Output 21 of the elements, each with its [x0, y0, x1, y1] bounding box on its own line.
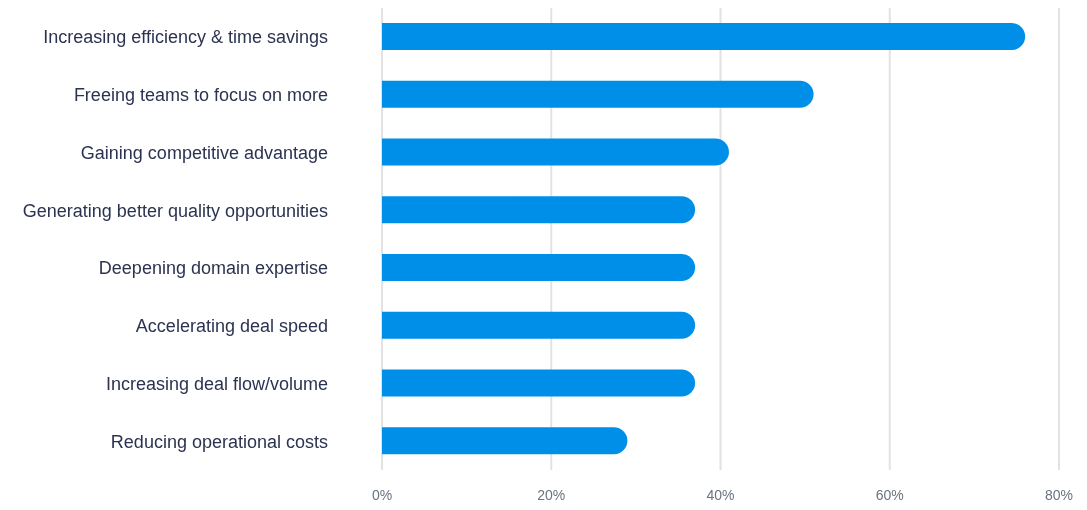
y-tick-label: Increasing efficiency & time savings: [43, 27, 328, 48]
bar: [382, 427, 628, 455]
bar: [382, 196, 696, 224]
bar: [382, 23, 1026, 50]
bar: [382, 254, 696, 281]
y-tick-label: Deepening domain expertise: [98, 258, 328, 279]
y-tick-label: Reducing operational costs: [110, 431, 328, 452]
bar: [382, 369, 696, 397]
x-tick-label: 0%: [371, 486, 393, 503]
y-tick-label: Freeing teams to focus on more: [73, 85, 328, 106]
x-tick-label: 40%: [706, 486, 735, 503]
y-tick-label: Gaining competitive advantage: [80, 142, 328, 163]
y-tick-label: Accelerating deal speed: [135, 316, 328, 337]
y-tick-label: Generating better quality opportunities: [22, 200, 328, 221]
bar: [382, 138, 729, 166]
bar: [382, 80, 814, 108]
y-tick-label: Increasing deal flow/volume: [105, 373, 328, 394]
x-tick-label: 80%: [1044, 486, 1074, 503]
x-tick-label: 60%: [875, 486, 904, 503]
bar: [382, 311, 696, 339]
x-tick-label: 20%: [537, 486, 566, 503]
